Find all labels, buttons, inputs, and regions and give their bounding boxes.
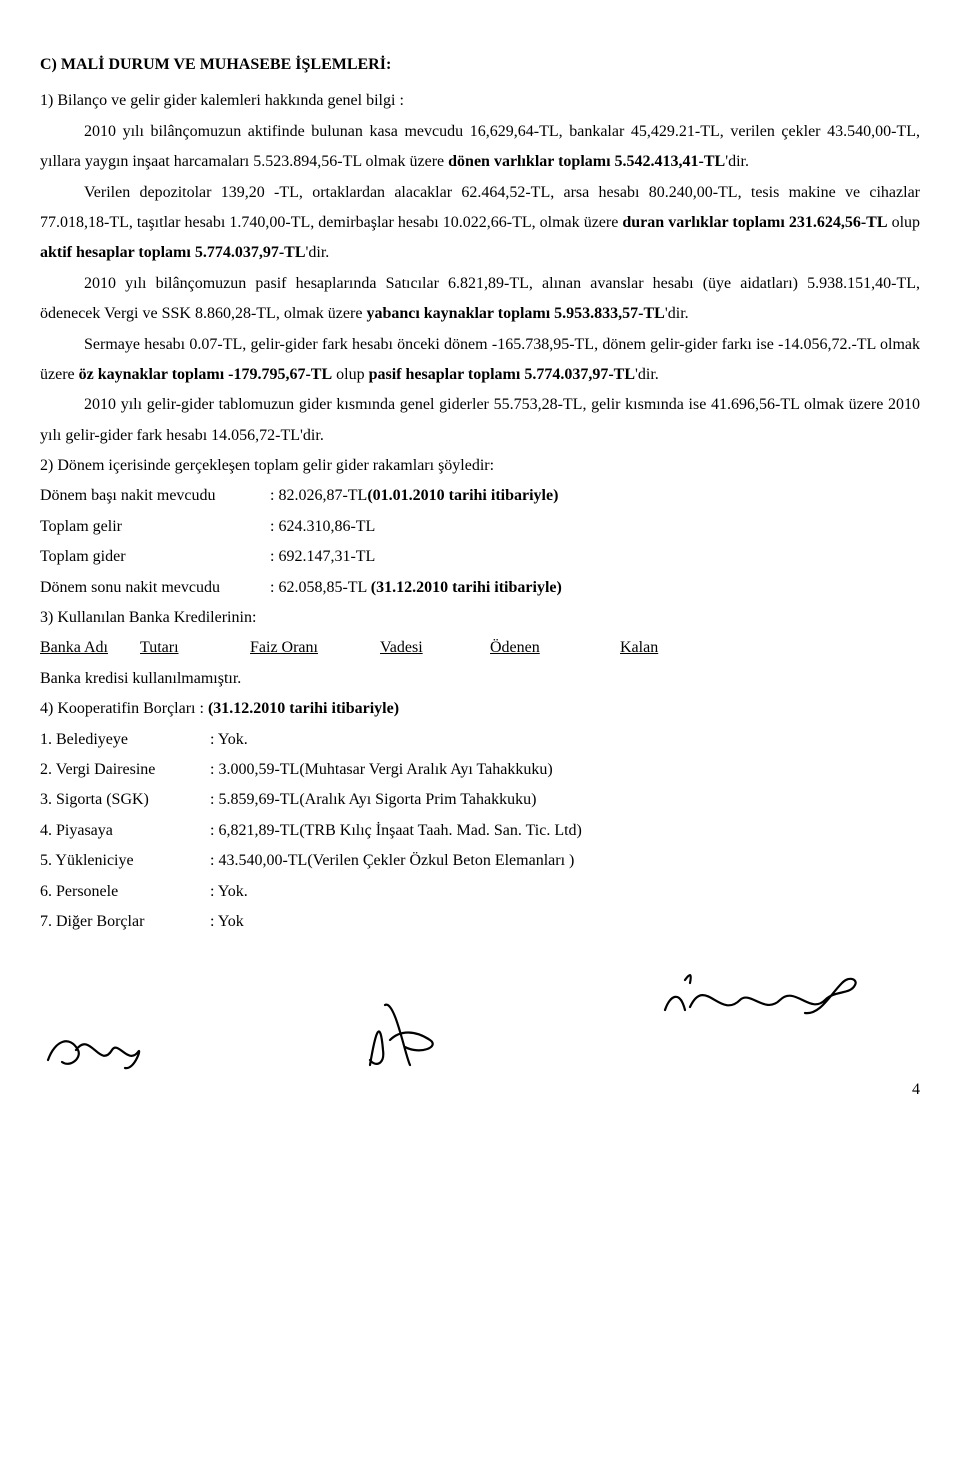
para-2-intro: 2) Dönem içerisinde gerçekleşen toplam g… bbox=[40, 451, 920, 481]
para-3-intro: 3) Kullanılan Banka Kredilerinin: bbox=[40, 603, 920, 633]
signature-svg bbox=[335, 995, 465, 1075]
summary-value: : 82.026,87-TL(01.01.2010 tarihi itibari… bbox=[270, 481, 920, 511]
para-4-intro: 4) Kooperatifin Borçları : (31.12.2010 t… bbox=[40, 694, 920, 724]
signature-area bbox=[40, 965, 920, 1075]
para-duran-varliklar: Verilen depozitolar 139,20 -TL, ortaklar… bbox=[40, 178, 920, 269]
para-gelir-gider: 2010 yılı gelir-gider tablomuzun gider k… bbox=[40, 390, 920, 451]
summary-value: : 624.310,86-TL bbox=[270, 512, 920, 542]
debt-value: : 3.000,59-TL(Muhtasar Vergi Aralık Ayı … bbox=[210, 755, 920, 785]
summary-label: Toplam gelir bbox=[40, 512, 270, 542]
col-tutari: Tutarı bbox=[140, 633, 250, 663]
col-banka-adi: Banka Adı bbox=[40, 633, 140, 663]
debt-label: 1. Belediyeye bbox=[40, 725, 210, 755]
col-odenen: Ödenen bbox=[490, 633, 620, 663]
summary-label: Dönem sonu nakit mevcudu bbox=[40, 573, 270, 603]
signature-svg bbox=[40, 1020, 150, 1075]
text: 'dir. bbox=[306, 244, 330, 261]
para-oz-kaynaklar: Sermaye hesabı 0.07-TL, gelir-gider fark… bbox=[40, 330, 920, 391]
text: 'dir. bbox=[635, 366, 659, 383]
debt-value: : Yok. bbox=[210, 877, 920, 907]
debt-value: : Yok bbox=[210, 907, 920, 937]
debt-value: : 5.859,69-TL(Aralık Ayı Sigorta Prim Ta… bbox=[210, 785, 920, 815]
debt-value: : Yok. bbox=[210, 725, 920, 755]
summary-label: Toplam gider bbox=[40, 542, 270, 572]
bold-text: pasif hesaplar toplamı 5.774.037,97-TL bbox=[369, 366, 635, 383]
debt-row: 2. Vergi Dairesine: 3.000,59-TL(Muhtasar… bbox=[40, 755, 920, 785]
summary-value: : 692.147,31-TL bbox=[270, 542, 920, 572]
col-faiz-orani: Faiz Oranı bbox=[250, 633, 380, 663]
bold-text: aktif hesaplar toplamı 5.774.037,97-TL bbox=[40, 244, 306, 261]
signature-svg bbox=[650, 965, 860, 1025]
text: 'dir. bbox=[725, 153, 749, 170]
debt-row: 4. Piyasaya: 6,821,89-TL(TRB Kılıç İnşaa… bbox=[40, 816, 920, 846]
debt-value: : 43.540,00-TL(Verilen Çekler Özkul Beto… bbox=[210, 846, 920, 876]
text: 4) Kooperatifin Borçları : bbox=[40, 700, 208, 717]
signature-left bbox=[40, 1020, 150, 1075]
debt-label: 6. Personele bbox=[40, 877, 210, 907]
text: olup bbox=[332, 366, 368, 383]
debt-value: : 6,821,89-TL(TRB Kılıç İnşaat Taah. Mad… bbox=[210, 816, 920, 846]
page-number: 4 bbox=[40, 1075, 920, 1105]
col-kalan: Kalan bbox=[620, 633, 700, 663]
para-yabanci-kaynaklar: 2010 yılı bilânçomuzun pasif hesaplarınd… bbox=[40, 269, 920, 330]
debt-label: 4. Piyasaya bbox=[40, 816, 210, 846]
text: olup bbox=[888, 214, 920, 231]
text: 'dir. bbox=[665, 305, 689, 322]
summary-row: Dönem başı nakit mevcudu: 82.026,87-TL(0… bbox=[40, 481, 920, 511]
summary-value: : 62.058,85-TL (31.12.2010 tarihi itibar… bbox=[270, 573, 920, 603]
debt-row: 1. Belediyeye: Yok. bbox=[40, 725, 920, 755]
bold-text: yabancı kaynaklar toplamı 5.953.833,57-T… bbox=[366, 305, 664, 322]
summary-row: Dönem sonu nakit mevcudu: 62.058,85-TL (… bbox=[40, 573, 920, 603]
debt-row: 3. Sigorta (SGK): 5.859,69-TL(Aralık Ayı… bbox=[40, 785, 920, 815]
para-1-intro: 1) Bilanço ve gelir gider kalemleri hakk… bbox=[40, 86, 920, 116]
section-heading: C) MALİ DURUM VE MUHASEBE İŞLEMLERİ: bbox=[40, 50, 920, 80]
signature-middle bbox=[335, 995, 465, 1075]
bold-text: (31.12.2010 tarihi itibariyle) bbox=[208, 700, 399, 717]
debt-row: 6. Personele: Yok. bbox=[40, 877, 920, 907]
debt-row: 7. Diğer Borçlar: Yok bbox=[40, 907, 920, 937]
bold-text: dönen varlıklar toplamı 5.542.413,41-TL bbox=[448, 153, 725, 170]
summary-row: Toplam gider: 692.147,31-TL bbox=[40, 542, 920, 572]
summary-label: Dönem başı nakit mevcudu bbox=[40, 481, 270, 511]
bold-text: öz kaynaklar toplamı -179.795,67-TL bbox=[79, 366, 333, 383]
bank-credit-note: Banka kredisi kullanılmamıştır. bbox=[40, 664, 920, 694]
debt-label: 7. Diğer Borçlar bbox=[40, 907, 210, 937]
signature-right bbox=[650, 965, 860, 1025]
debt-label: 2. Vergi Dairesine bbox=[40, 755, 210, 785]
debt-row: 5. Yükleniciye: 43.540,00-TL(Verilen Çek… bbox=[40, 846, 920, 876]
debt-label: 3. Sigorta (SGK) bbox=[40, 785, 210, 815]
col-vadesi: Vadesi bbox=[380, 633, 490, 663]
debt-label: 5. Yükleniciye bbox=[40, 846, 210, 876]
summary-row: Toplam gelir: 624.310,86-TL bbox=[40, 512, 920, 542]
para-donen-varliklar: 2010 yılı bilânçomuzun aktifinde bulunan… bbox=[40, 117, 920, 178]
bank-credit-header-row: Banka Adı Tutarı Faiz Oranı Vadesi Ödene… bbox=[40, 633, 920, 663]
bold-text: duran varlıklar toplamı 231.624,56-TL bbox=[622, 214, 887, 231]
